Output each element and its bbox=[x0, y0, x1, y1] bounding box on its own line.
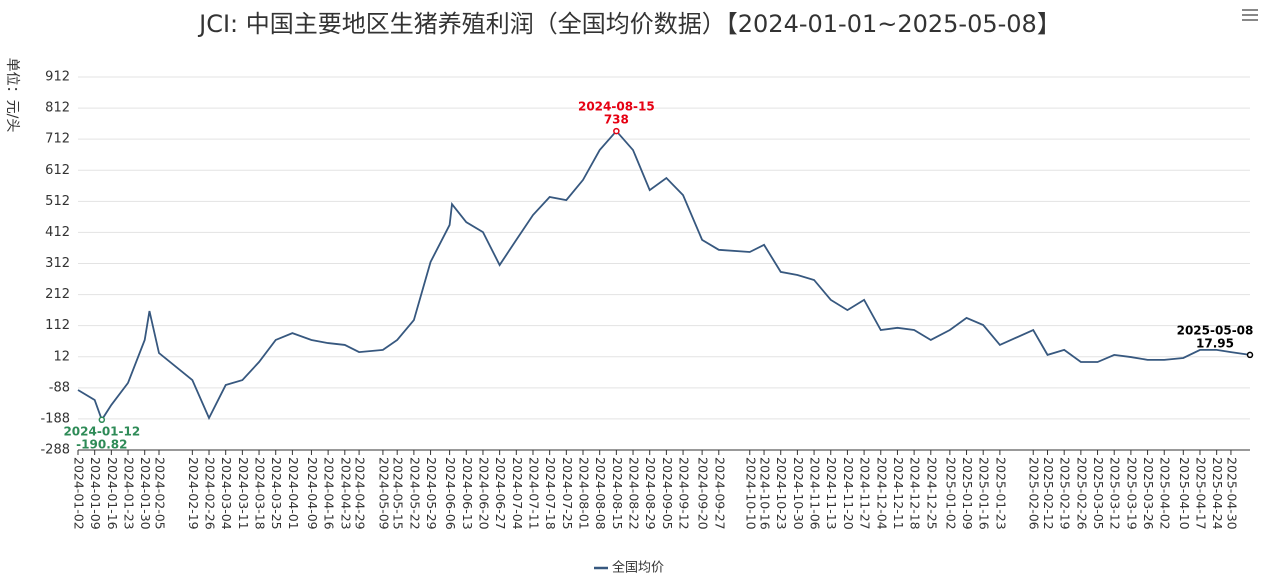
x-tick-label: 2025-02-12 bbox=[1041, 457, 1056, 530]
x-tick-label: 2024-03-25 bbox=[269, 457, 284, 530]
x-tick-label: 2025-04-30 bbox=[1224, 457, 1239, 530]
annotation-value: 738 bbox=[604, 113, 629, 127]
x-tick-label: 2024-10-16 bbox=[758, 457, 773, 530]
x-tick-label: 2024-04-29 bbox=[353, 457, 368, 530]
x-tick-label: 2025-04-17 bbox=[1193, 457, 1208, 530]
x-tick-label: 2025-02-26 bbox=[1074, 457, 1089, 530]
x-tick-label: 2024-09-05 bbox=[660, 457, 675, 530]
x-tick-label: 2025-04-10 bbox=[1177, 457, 1192, 530]
x-tick-label: 2024-04-09 bbox=[305, 457, 320, 530]
x-tick-label: 2024-03-18 bbox=[253, 457, 268, 530]
y-tick-label: 912 bbox=[45, 70, 70, 85]
x-tick-label: 2025-04-02 bbox=[1158, 457, 1173, 530]
x-tick-label: 2024-12-18 bbox=[908, 457, 923, 530]
x-tick-label: 2024-05-15 bbox=[391, 457, 406, 530]
x-tick-label: 2024-09-20 bbox=[696, 457, 711, 530]
x-tick-label: 2024-02-26 bbox=[203, 457, 218, 530]
x-tick-label: 2024-09-12 bbox=[677, 457, 692, 530]
x-tick-label: 2024-06-13 bbox=[460, 457, 475, 530]
annotation-date: 2024-08-15 bbox=[578, 100, 655, 114]
x-tick-label: 2024-08-08 bbox=[593, 457, 608, 530]
x-tick-label: 2024-08-22 bbox=[627, 457, 642, 530]
y-tick-label: 12 bbox=[53, 349, 70, 364]
x-tick-label: 2024-05-29 bbox=[424, 457, 439, 530]
x-tick-label: 2024-10-30 bbox=[791, 457, 806, 530]
y-tick-label: -188 bbox=[40, 411, 70, 426]
x-tick-label: 2024-08-29 bbox=[643, 457, 658, 530]
y-tick-label: 612 bbox=[45, 163, 70, 178]
annotation-date: 2024-01-12 bbox=[63, 424, 140, 438]
x-tick-label: 2024-01-23 bbox=[122, 457, 137, 530]
x-tick-label: 2025-01-02 bbox=[943, 457, 958, 530]
x-tick-label: 2025-03-19 bbox=[1124, 457, 1139, 530]
x-tick-label: 2024-11-27 bbox=[858, 457, 873, 530]
y-tick-label: 812 bbox=[45, 101, 70, 116]
chart-title: JCI: 中国主要地区生猪养殖利润（全国均价数据）【2024-01-01~202… bbox=[197, 10, 1061, 38]
x-tick-label: 2024-12-04 bbox=[874, 457, 889, 530]
x-tick-label: 2024-12-25 bbox=[924, 457, 939, 530]
x-tick-label: 2025-01-09 bbox=[960, 457, 975, 530]
x-tick-label: 2024-04-16 bbox=[322, 457, 337, 530]
annotation-point bbox=[98, 416, 106, 424]
annotation-value: 17.95 bbox=[1196, 336, 1234, 350]
x-tick-label: 2024-03-04 bbox=[219, 457, 234, 530]
x-tick-label: 2024-02-19 bbox=[186, 457, 201, 530]
x-tick-label: 2025-03-05 bbox=[1091, 457, 1106, 530]
annotation-value: -190.82 bbox=[76, 437, 127, 451]
x-tick-label: 2024-03-11 bbox=[236, 457, 251, 530]
x-tick-label: 2024-12-11 bbox=[891, 457, 906, 530]
x-tick-label: 2024-09-27 bbox=[712, 457, 727, 530]
annotation-point bbox=[613, 127, 620, 135]
x-tick-label: 2024-05-22 bbox=[407, 457, 422, 530]
x-tick-label: 2024-06-27 bbox=[493, 457, 508, 530]
y-tick-label: 712 bbox=[45, 132, 70, 147]
y-tick-label: -88 bbox=[49, 380, 70, 395]
y-tick-label: -288 bbox=[40, 443, 70, 458]
x-tick-label: 2024-10-10 bbox=[743, 457, 758, 530]
x-tick-label: 2024-07-04 bbox=[510, 457, 525, 530]
x-tick-label: 2024-01-02 bbox=[72, 457, 87, 530]
y-tick-label: 412 bbox=[45, 225, 70, 240]
x-tick-label: 2024-02-05 bbox=[152, 457, 167, 530]
y-tick-label: 512 bbox=[45, 194, 70, 209]
y-tick-label: 312 bbox=[45, 256, 70, 271]
y-tick-label: 212 bbox=[45, 287, 70, 302]
x-tick-label: 2024-07-25 bbox=[560, 457, 575, 530]
annotation-date: 2025-05-08 bbox=[1177, 323, 1254, 337]
x-tick-label: 2025-03-12 bbox=[1108, 457, 1123, 530]
x-tick-label: 2024-11-20 bbox=[841, 457, 856, 530]
x-tick-label: 2024-04-01 bbox=[286, 457, 301, 530]
legend-label: 全国均价 bbox=[612, 560, 664, 576]
y-axis-label: 单位：元/头 bbox=[4, 58, 20, 133]
x-tick-label: 2024-08-15 bbox=[610, 457, 625, 530]
x-tick-label: 2025-01-23 bbox=[993, 457, 1008, 530]
x-tick-label: 2024-01-16 bbox=[105, 457, 120, 530]
x-tick-label: 2024-01-30 bbox=[138, 457, 153, 530]
x-tick-label: 2024-07-11 bbox=[526, 457, 541, 530]
x-tick-label: 2024-05-09 bbox=[376, 457, 391, 530]
x-tick-label: 2024-10-23 bbox=[774, 457, 789, 530]
menu-icon[interactable] bbox=[1242, 9, 1258, 21]
x-tick-label: 2025-01-16 bbox=[977, 457, 992, 530]
x-tick-label: 2024-11-06 bbox=[808, 457, 823, 530]
x-tick-label: 2024-01-09 bbox=[88, 457, 103, 530]
x-tick-label: 2024-06-06 bbox=[443, 457, 458, 530]
x-tick-label: 2025-03-26 bbox=[1141, 457, 1156, 530]
x-tick-label: 2025-04-24 bbox=[1210, 457, 1225, 530]
annotation-point bbox=[1246, 351, 1254, 359]
x-tick-label: 2024-06-20 bbox=[476, 457, 491, 530]
x-tick-label: 2024-11-13 bbox=[824, 457, 839, 530]
x-tick-label: 2025-02-06 bbox=[1027, 457, 1042, 530]
line bbox=[77, 129, 1251, 422]
y-tick-label: 112 bbox=[45, 318, 70, 333]
x-tick-label: 2024-04-23 bbox=[338, 457, 353, 530]
x-tick-label: 2025-02-19 bbox=[1058, 457, 1073, 530]
x-tick-label: 2024-07-18 bbox=[543, 457, 558, 530]
x-tick-label: 2024-08-01 bbox=[577, 457, 592, 530]
